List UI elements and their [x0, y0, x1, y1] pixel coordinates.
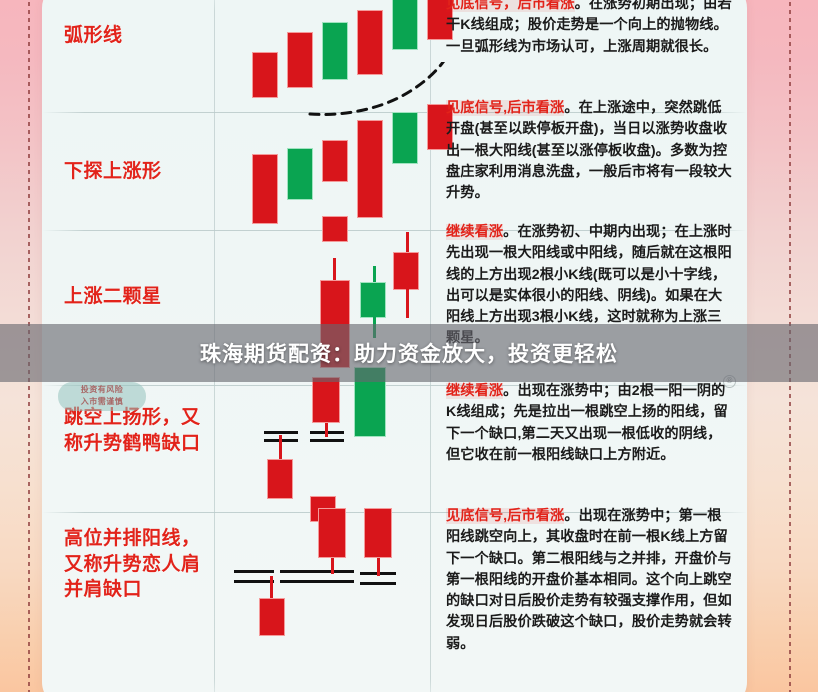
pattern-row-dip-then-rise: 下探上涨形 见底信号,后市看涨。在上涨途中，突然跳低开盘(甚至以跌停板开盘)，当… [42, 100, 747, 230]
desc-body-0: 。在涨势初期出现；由若干K线组成；股价走势是一个向上的抛物线。一旦弧形线为市场认… [446, 0, 732, 55]
stamp-line-1: 投资有风险 [80, 385, 124, 394]
price-level-line [310, 439, 344, 442]
pattern-row-rising-two-stars: 上涨二颗星 继续看涨。在涨势初、中期内出现；在上涨时先出现一根大阳线或中阳线，随… [42, 216, 747, 385]
candle-down [252, 154, 278, 224]
watermark-banner-text: 珠海期货配资：助力资金放大，投资更轻松 [200, 343, 618, 366]
price-level-line [280, 570, 320, 573]
candle-wick [373, 266, 376, 286]
pattern-description-3: 继续看涨。出现在涨势中；由2根一阳一阴的K线组成；先是拉出一根跳空上扬的阳线，留… [446, 375, 736, 466]
row-divider-3 [42, 385, 747, 386]
pattern-row-arc-line: 弧形线 见底信号，后市看涨。在涨势初期出现；由若干K线组成；股价走势是一个向上的… [42, 0, 747, 116]
candle-up-gap [312, 377, 340, 423]
desc-body-3: 。出现在涨势中；由2根一阳一阴的K线组成；先是拉出一根跳空上扬的阳线，留下一个缺… [446, 383, 728, 463]
desc-highlight-1: 见底信号,后市看涨 [446, 100, 565, 116]
pattern-label-0: 弧形线 [64, 25, 123, 46]
candle-wick [377, 556, 380, 576]
watermark-banner: 珠海期货配资：助力资金放大，投资更轻松 [0, 324, 818, 382]
candle-down [322, 216, 348, 242]
candlestick-chart-1 [232, 104, 453, 230]
candle-down [427, 0, 453, 40]
candle-wick [270, 576, 273, 602]
candlestick-chart-3 [232, 367, 427, 512]
dashed-arc-annotation [308, 62, 445, 116]
candle-wick [406, 288, 409, 318]
candle-wick [325, 421, 328, 437]
pattern-description-0: 见底信号，后市看涨。在涨势初期出现；由若干K线组成；股价走势是一个向上的抛物线。… [446, 0, 732, 58]
candle-down [357, 120, 383, 218]
pattern-description-2: 继续看涨。在涨势初、中期内出现；在上涨时先出现一根大阳线或中阳线，随后就在这根阳… [446, 222, 732, 350]
pattern-description-1: 见底信号,后市看涨。在上涨途中，突然跳低开盘(甚至以跌停板开盘)，当日以涨势收盘… [446, 98, 732, 204]
pattern-label-3: 跳空上扬形，又称升势鹤鸭缺口 [64, 407, 201, 454]
pattern-description-4: 见底信号,后市看涨。出现在涨势中；第一根阳线跳空向上，其收盘时在前一根K线上方留… [446, 506, 732, 655]
desc-body-4: 。出现在涨势中；第一根阳线跳空向上，其收盘时在前一根K线上方留下一个缺口。第二根… [446, 508, 732, 652]
candle-up-gap [364, 508, 392, 558]
candle-down-small [393, 252, 419, 290]
pattern-row-side-by-side: 高位并排阳线，又称升势恋人肩并肩缺口 见底信号,后市看涨。出 [42, 496, 747, 682]
candle-wick [406, 232, 409, 254]
candle-down [322, 140, 348, 182]
candle-down [287, 32, 313, 88]
row-divider-4 [42, 512, 747, 513]
desc-highlight-0: 见底信号，后市看涨 [446, 0, 575, 12]
candle-up [392, 0, 418, 50]
desc-highlight-3: 继续看涨 [446, 383, 504, 399]
candle-down [259, 598, 285, 636]
candle-up [322, 22, 348, 80]
candle-wick [279, 435, 282, 465]
row-divider-2 [42, 230, 747, 231]
price-level-line [360, 582, 396, 585]
candle-down [252, 52, 278, 98]
price-level-line [234, 570, 274, 573]
stamp-line-2: 入市需谨慎 [80, 397, 124, 406]
price-level-line [234, 580, 274, 583]
candle-up [287, 148, 313, 200]
pattern-label-2: 上涨二颗星 [64, 286, 162, 307]
candle-wick [331, 556, 334, 574]
candlestick-chart-0 [232, 0, 453, 116]
candle-up-gap [318, 508, 346, 558]
desc-highlight-2: 继续看涨 [446, 224, 504, 240]
price-level-line [264, 431, 298, 434]
price-level-line [280, 580, 320, 583]
pattern-label-4: 高位并排阳线，又称升势恋人肩并肩缺口 [64, 528, 201, 601]
pattern-label-1: 下探上涨形 [64, 161, 162, 182]
candle-up-small [360, 282, 386, 318]
desc-body-1: 。在上涨途中，突然跳低开盘(甚至以跌停板开盘)，当日以涨势收盘收出一根大阳线(甚… [446, 100, 732, 202]
candle-down [427, 104, 453, 150]
candle-down [357, 10, 383, 75]
desc-highlight-4: 见底信号,后市看涨 [446, 508, 565, 524]
price-level-line [312, 580, 354, 583]
candle-wick [333, 258, 336, 284]
desc-body-2: 。在涨势初、中期内出现；在上涨时先出现一根大阳线或中阳线，随后就在这根阳线的上方… [446, 224, 732, 346]
candle-down [267, 459, 293, 499]
candle-up [392, 112, 418, 164]
pattern-row-gap-up: 跳空上扬形，又称升势鹤鸭缺口 继续看涨。出现在涨势中；由2根一阳一阴的K线组成；… [42, 367, 747, 512]
candlestick-chart-4 [232, 496, 427, 682]
risk-disclaimer-stamp: 投资有风险 入市需谨慎 [58, 382, 146, 411]
